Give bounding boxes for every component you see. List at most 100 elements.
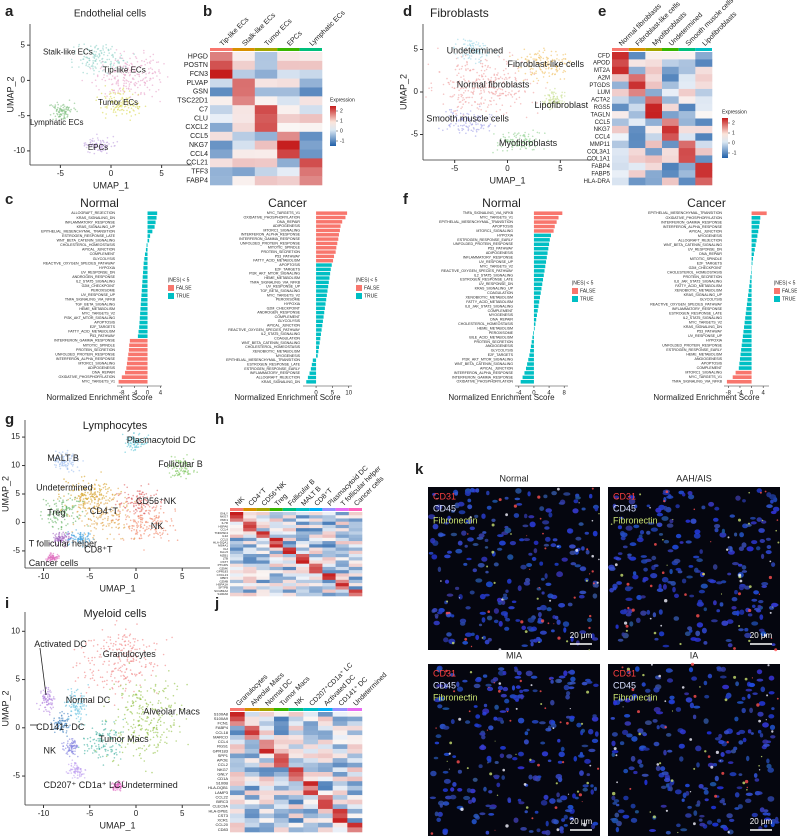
heatmap-cell <box>662 170 679 178</box>
category-label: UV_RESPONSE_DN <box>479 282 514 286</box>
bar <box>534 305 539 309</box>
heatmap-cell <box>277 61 300 70</box>
heatmap-cell <box>695 67 712 75</box>
umap-point <box>138 690 140 692</box>
umap-point <box>140 694 142 696</box>
umap-point <box>509 56 511 58</box>
bar <box>126 366 147 370</box>
umap-point <box>123 539 125 541</box>
subplot-title: Normal <box>482 196 521 210</box>
umap-point <box>535 73 537 75</box>
umap-point <box>72 464 74 466</box>
umap-point <box>100 654 102 656</box>
umap-point <box>115 527 117 529</box>
category-label: INTERFERON_ALPHA_RESPONSE <box>663 225 723 229</box>
umap-point <box>90 737 92 739</box>
heatmap-cell <box>230 730 245 735</box>
umap-point <box>151 662 153 664</box>
heatmap-cell <box>612 89 629 97</box>
umap-point <box>91 495 93 497</box>
bar <box>129 348 148 352</box>
umap-point <box>88 687 90 689</box>
heatmap-cell <box>612 119 629 127</box>
umap-point <box>91 501 93 503</box>
umap-point <box>453 125 455 127</box>
umap-point <box>103 484 105 486</box>
umap-point <box>480 127 482 129</box>
umap-point <box>63 713 65 715</box>
heatmap-cell <box>612 155 629 163</box>
umap-point <box>463 75 465 77</box>
category-label: KRAS_SIGNALING_UP <box>475 287 514 291</box>
umap-point <box>479 93 481 95</box>
heatmap-cell <box>289 712 304 717</box>
category-label: KRAS_SIGNALING_DN <box>261 380 300 384</box>
umap-point <box>52 526 54 528</box>
umap-point <box>458 128 460 130</box>
umap-point <box>115 752 117 754</box>
umap-point <box>57 104 59 106</box>
umap-point <box>517 133 519 135</box>
heatmap-cell <box>289 744 304 749</box>
category-label: MTORC1_SIGNALING <box>685 371 722 375</box>
heatmap-cell <box>309 535 323 539</box>
umap-point <box>82 72 84 74</box>
umap-point <box>71 711 73 713</box>
umap-point <box>117 75 119 77</box>
umap-point <box>52 707 54 709</box>
heatmap-cell <box>612 96 629 104</box>
umap-point <box>123 527 125 529</box>
heatmap-cell <box>296 583 310 587</box>
category-label: MYC_TARGETS_V1 <box>689 375 722 379</box>
umap-point <box>102 49 104 51</box>
umap-point <box>82 63 84 65</box>
umap-point <box>453 110 455 112</box>
umap-point <box>150 664 152 666</box>
umap-point <box>130 669 132 671</box>
panel-label: i <box>5 595 9 612</box>
umap-point <box>84 143 86 145</box>
panel-label: g <box>5 411 14 428</box>
gene-label: LUM <box>597 90 610 96</box>
umap-point <box>171 518 173 520</box>
column-strip <box>256 508 269 511</box>
umap-point <box>146 528 148 530</box>
heatmap-cell <box>270 593 284 597</box>
y-tick-label: 5 <box>21 40 26 49</box>
umap-point <box>556 96 558 98</box>
umap-point <box>137 527 139 529</box>
legend-title: Expression <box>722 109 747 115</box>
umap-point <box>102 112 104 114</box>
umap-point <box>149 63 151 65</box>
legend-swatch <box>774 296 780 302</box>
umap-point <box>157 490 159 492</box>
umap-point <box>127 509 129 511</box>
umap-point <box>69 745 71 747</box>
umap-point <box>127 503 129 505</box>
bar <box>751 271 752 275</box>
umap-point <box>102 756 104 758</box>
umap-point <box>97 500 99 502</box>
x-axis-label: Normalized Enrichment Score <box>234 393 341 402</box>
umap-point <box>48 522 50 524</box>
umap-point <box>82 494 84 496</box>
gene-label: CCL5 <box>190 133 208 140</box>
x-axis-label: UMAP_1 <box>99 820 135 830</box>
umap-point <box>95 522 97 524</box>
heatmap-cell <box>255 79 278 88</box>
umap-point <box>495 68 497 70</box>
heatmap-cell <box>296 548 310 552</box>
umap-point <box>129 635 131 637</box>
heatmap-cell <box>255 176 278 185</box>
umap-point <box>179 731 181 733</box>
umap-point <box>146 729 148 731</box>
umap-point <box>71 746 73 748</box>
category-label: IL2_STAT5_SIGNALING <box>683 316 722 320</box>
umap-point <box>97 55 99 57</box>
heatmap-cell <box>629 89 646 97</box>
umap-point <box>109 534 111 536</box>
umap-point <box>84 656 86 658</box>
umap-point <box>463 58 465 60</box>
umap-point <box>544 132 546 134</box>
umap-point <box>144 92 146 94</box>
